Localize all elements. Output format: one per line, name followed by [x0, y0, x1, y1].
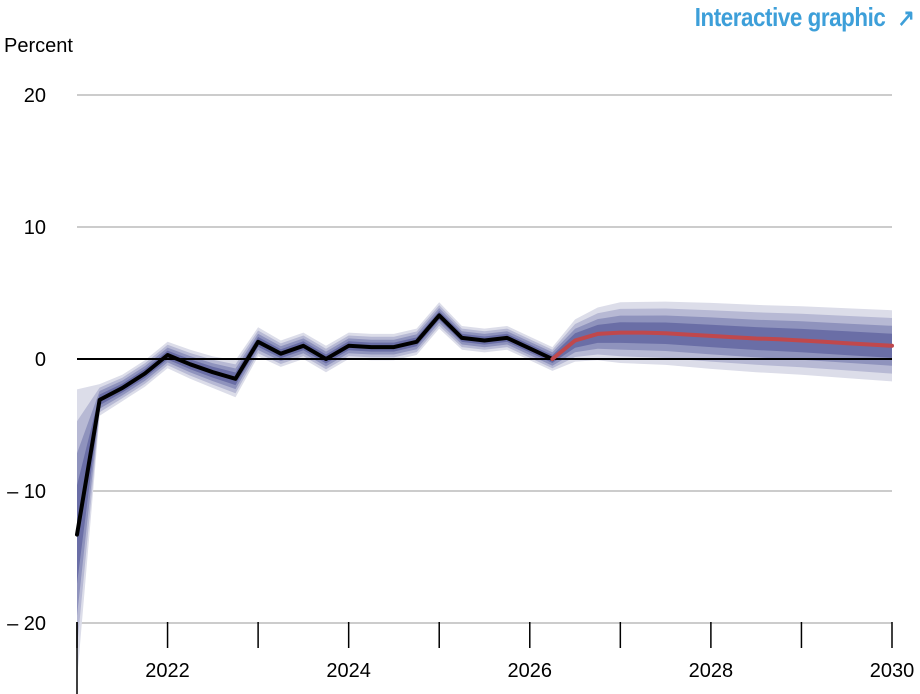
interactive-graphic-link[interactable]: Interactive graphic ↗ — [694, 2, 914, 33]
interactive-graphic-label: Interactive graphic — [694, 2, 886, 32]
y-tick-label: – 10 — [7, 481, 46, 503]
actual-line — [75, 313, 555, 537]
y-tick-label: – 20 — [7, 613, 46, 635]
y-axis-ticks: 20 10 0 – 10 – 20 — [7, 85, 46, 635]
arrow-up-right-icon: ↗ — [897, 5, 914, 32]
x-axis: 2022 2024 2026 2028 2030 — [76, 622, 915, 694]
y-tick-label: 20 — [24, 85, 46, 107]
x-tick-label: 2028 — [689, 660, 734, 682]
band-core — [77, 311, 892, 584]
gridlines — [77, 94, 892, 624]
y-tick-label: 0 — [35, 349, 46, 371]
forecast-line — [550, 330, 894, 361]
x-tick-label: 2022 — [145, 660, 190, 682]
x-tick-label: 2024 — [326, 660, 371, 682]
series-lines — [75, 313, 894, 537]
y-axis-label: Percent — [4, 35, 73, 57]
y-tick-label: 10 — [24, 217, 46, 239]
x-tick-label: 2030 — [870, 660, 915, 682]
x-tick-label: 2026 — [508, 660, 553, 682]
